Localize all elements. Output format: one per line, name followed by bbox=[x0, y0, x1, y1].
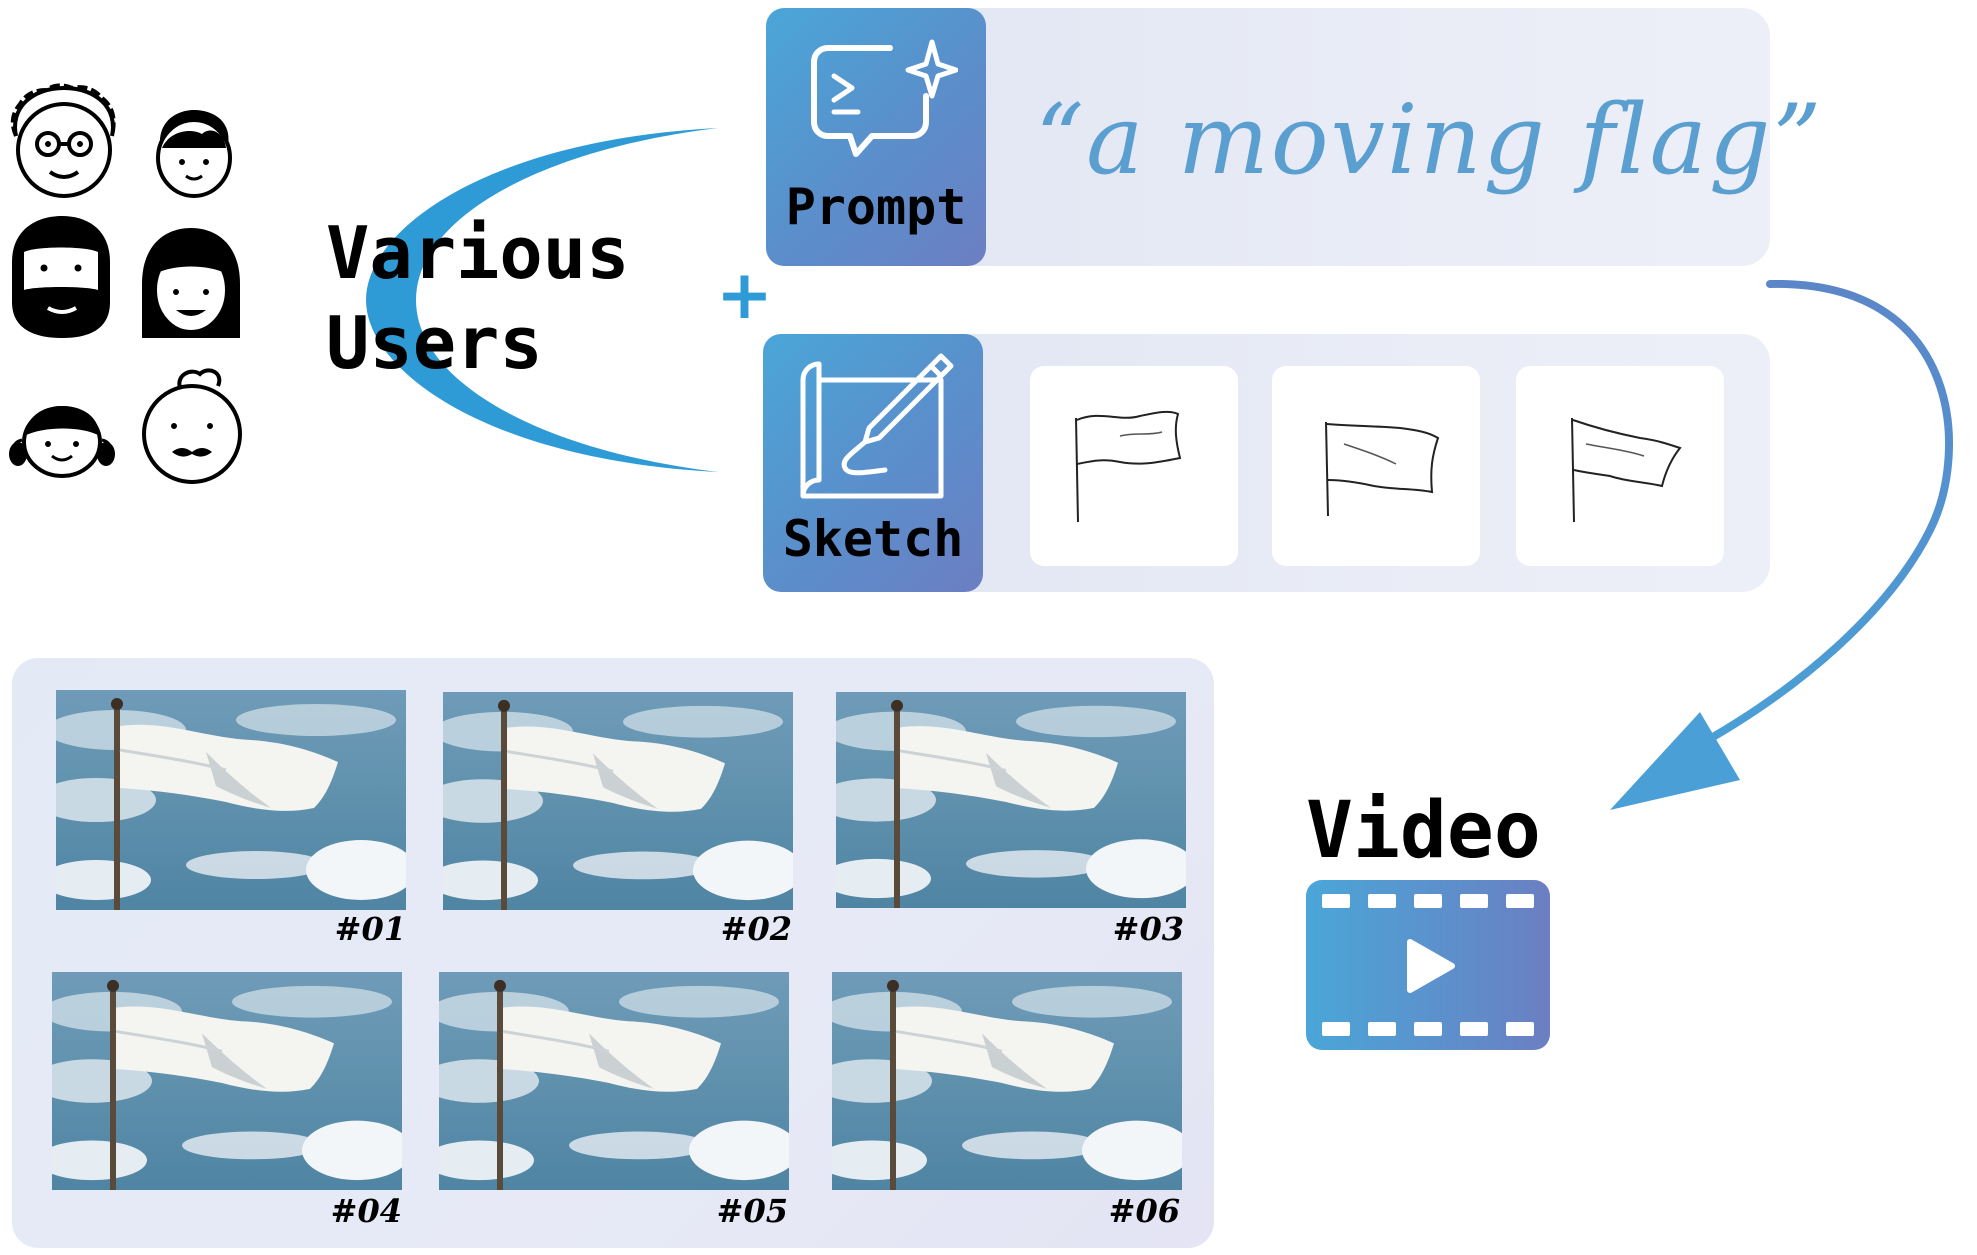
frame-label-2: #02 bbox=[720, 910, 792, 948]
sketch-label: Sketch bbox=[782, 510, 964, 568]
sketch-card-2 bbox=[1272, 366, 1480, 566]
plus-sign: + bbox=[716, 256, 773, 335]
sketch-card-1 bbox=[1030, 366, 1238, 566]
prompt-text: “a moving flag” bbox=[1035, 84, 1824, 196]
video-frame-1 bbox=[56, 690, 406, 910]
prompt-label: Prompt bbox=[785, 178, 967, 236]
frame-label-6: #06 bbox=[1108, 1192, 1180, 1230]
video-frame-3 bbox=[836, 692, 1186, 908]
frame-label-5: #05 bbox=[716, 1192, 788, 1230]
user-boy-icon bbox=[156, 110, 232, 198]
prompt-tile: Prompt bbox=[766, 8, 986, 266]
flag-sketch-1 bbox=[1075, 410, 1182, 523]
video-label: Video bbox=[1306, 786, 1541, 876]
sketch-drawing-icon bbox=[800, 353, 954, 499]
frame-label-1: #01 bbox=[334, 910, 406, 948]
frame-label-3: #03 bbox=[1112, 910, 1184, 948]
user-girl-icon bbox=[9, 406, 115, 478]
various-users-label: Various Users bbox=[326, 208, 629, 388]
user-glasses-icon bbox=[10, 83, 116, 198]
user-bearded-man-icon bbox=[12, 216, 110, 338]
flag-sketch-2 bbox=[1325, 421, 1440, 517]
video-film-icon bbox=[1306, 880, 1550, 1050]
flow-arrow bbox=[1610, 280, 1953, 810]
sketch-card-3 bbox=[1516, 366, 1724, 566]
users-label-line1: Various bbox=[326, 211, 630, 295]
video-frame-2 bbox=[443, 692, 793, 910]
users-bracket-arc bbox=[366, 128, 718, 472]
video-frame-4 bbox=[52, 972, 402, 1190]
video-frame-5 bbox=[439, 972, 789, 1190]
users-label-line2: Users bbox=[326, 301, 543, 385]
user-old-man-icon bbox=[142, 368, 242, 484]
prompt-chat-icon bbox=[811, 39, 958, 157]
video-frame-6 bbox=[832, 972, 1182, 1190]
user-woman-icon bbox=[142, 228, 240, 338]
flag-sketch-3 bbox=[1571, 417, 1682, 523]
frame-label-4: #04 bbox=[330, 1192, 402, 1230]
sketch-tile: Sketch bbox=[763, 334, 983, 592]
